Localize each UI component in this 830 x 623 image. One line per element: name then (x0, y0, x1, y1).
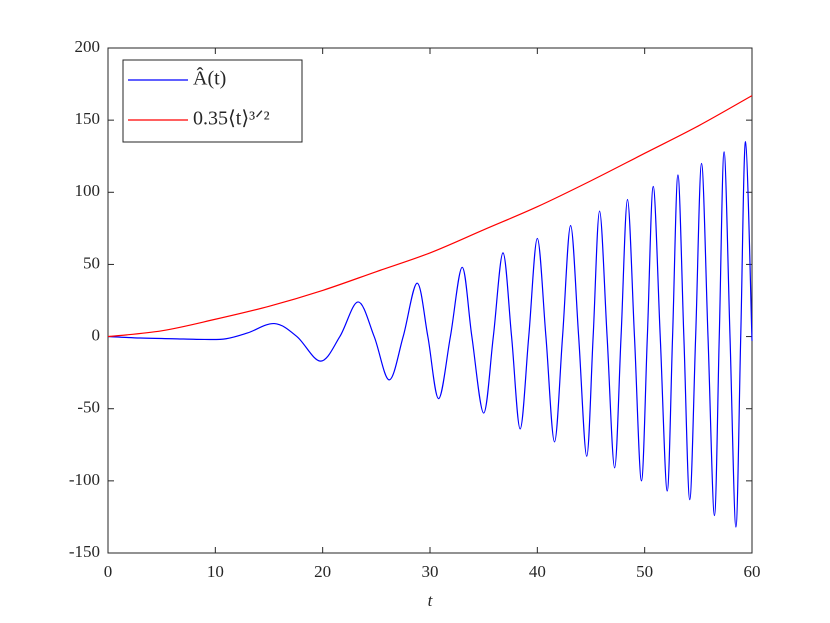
x-tick-label: 30 (422, 562, 439, 581)
y-tick-label: 200 (75, 37, 101, 56)
x-tick-label: 10 (207, 562, 224, 581)
y-tick-label: 100 (75, 181, 101, 200)
y-tick-label: -50 (77, 398, 100, 417)
y-tick-label: 0 (92, 325, 101, 344)
x-tick-label: 50 (636, 562, 653, 581)
x-tick-label: 60 (744, 562, 761, 581)
legend-label: Â(t) (193, 67, 226, 90)
x-tick-label: 40 (529, 562, 546, 581)
line-series (107, 95, 753, 338)
y-tick-label: -150 (69, 542, 100, 561)
y-tick-label: 50 (83, 253, 100, 272)
x-tick-label: 20 (314, 562, 331, 581)
legend-label: 0.35⟨t⟩³ᐟ² (193, 108, 270, 130)
y-tick-label: 150 (75, 109, 101, 128)
x-axis-label: t (428, 591, 434, 610)
legend (122, 59, 303, 143)
line-series (107, 141, 753, 528)
y-tick-label: -100 (69, 470, 100, 489)
x-tick-label: 0 (104, 562, 113, 581)
